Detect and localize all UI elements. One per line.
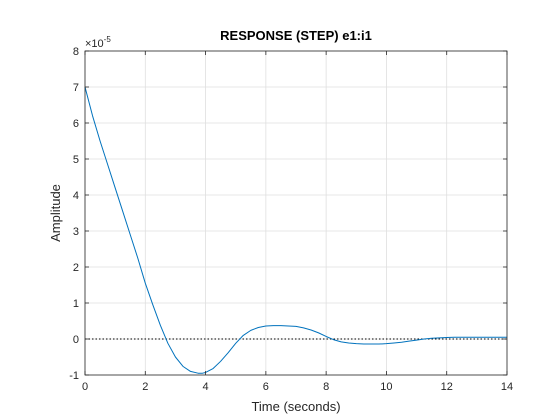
ticks [84,50,508,376]
y-tick-label: 4 [73,190,79,202]
plot-area [85,51,507,375]
y-axis-label: Amplitude [48,184,63,242]
x-tick-labels: 0 2 4 6 8 10 12 14 [82,381,513,393]
y-tick-label: 2 [73,262,79,274]
y-tick-label: 7 [73,82,79,94]
x-tick-label: 0 [82,381,88,393]
step-response-line [84,86,507,374]
x-tick-label: 12 [441,381,453,393]
y-tick-label: -1 [69,370,79,382]
x-axis-label: Time (seconds) [251,399,340,414]
x-tick-label: 14 [501,381,513,393]
chart-title: RESPONSE (STEP) e1:i1 [220,28,372,43]
y-tick-label: 3 [73,226,79,238]
x-tick-label: 10 [380,381,392,393]
x-tick-label: 8 [323,381,329,393]
y-exponent-label: ×10-5 [85,35,111,50]
y-tick-label: 0 [73,334,79,346]
y-tick-label: 5 [73,154,79,166]
x-tick-label: 2 [142,381,148,393]
y-tick-labels: -1 0 1 2 3 4 5 6 7 8 [69,46,79,382]
y-tick-label: 6 [73,118,79,130]
series-layer [84,86,507,374]
y-tick-label: 1 [73,298,79,310]
axes-box [84,50,508,376]
x-tick-label: 4 [203,381,209,393]
y-tick-label: 8 [73,46,79,58]
x-tick-label: 6 [263,381,269,393]
